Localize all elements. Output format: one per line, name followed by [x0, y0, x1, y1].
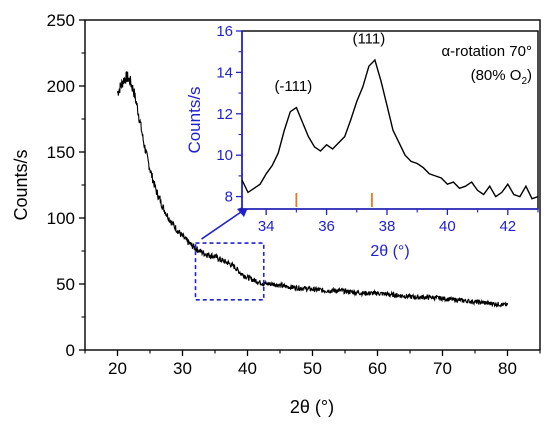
inset-y-ticks: 8 10 12 14 16	[216, 23, 242, 206]
main-x-tick-label: 30	[173, 359, 192, 378]
zoom-arrow-line	[201, 211, 242, 240]
main-x-axis-label: 2θ (°)	[290, 397, 334, 417]
main-x-tick-label: 60	[368, 359, 387, 378]
inset-y-tick-label: 8	[225, 189, 233, 206]
main-y-tick-label: 250	[47, 11, 75, 30]
main-y-tick-label: 150	[47, 143, 75, 162]
main-x-tick-label: 80	[498, 359, 517, 378]
main-y-tick-label: 0	[66, 341, 75, 360]
inset-x-tick-label: 36	[318, 218, 335, 235]
inset-x-axis-label: 2θ (°)	[370, 243, 409, 260]
inset-y-axis-label: Counts/s	[185, 86, 204, 153]
main-y-ticks: 0 50 100 150 200 250	[47, 11, 85, 360]
inset-x-tick-label: 34	[258, 218, 275, 235]
main-y-tick-label: 200	[47, 77, 75, 96]
inset-x-tick-label: 40	[439, 218, 456, 235]
main-x-ticks: 20 30 40 50 60 70 80	[84, 350, 541, 378]
zoom-region-box	[194, 242, 265, 301]
inset-legend-line2: (80% O2)	[471, 67, 532, 87]
peak-label-minus-111: (-111)	[274, 78, 312, 95]
main-x-tick-label: 70	[433, 359, 452, 378]
inset-series-line	[241, 58, 539, 200]
main-series-line	[116, 71, 509, 309]
main-x-tick-label: 20	[108, 359, 127, 378]
main-y-tick-label: 50	[56, 275, 75, 294]
main-y-axis-label: Counts/s	[11, 149, 31, 220]
inset-plot: 34 36 38 40 42 8 10 12 14 16 (-111) (111) α-rota…	[185, 23, 539, 260]
main-y-tick-label: 100	[47, 209, 75, 228]
inset-y-tick-label: 12	[216, 106, 233, 123]
main-x-tick-label: 40	[238, 359, 257, 378]
inset-x-tick-label: 38	[379, 218, 396, 235]
inset-y-tick-label: 14	[216, 64, 233, 81]
inset-legend-line1: α-rotation 70°	[441, 43, 532, 60]
main-x-tick-label: 50	[303, 359, 322, 378]
inset-x-ticks: 34 36 38 40 42	[258, 209, 539, 235]
inset-y-tick-label: 10	[216, 147, 233, 164]
peak-label-111: (111)	[352, 30, 385, 47]
inset-y-tick-label: 16	[216, 23, 233, 40]
inset-reference-ticks	[295, 193, 373, 207]
inset-x-tick-label: 42	[499, 218, 516, 235]
main-plot: 20 30 40 50 60 70 80 0 50 100 150 200 250 2θ (°) Co…	[11, 11, 541, 417]
